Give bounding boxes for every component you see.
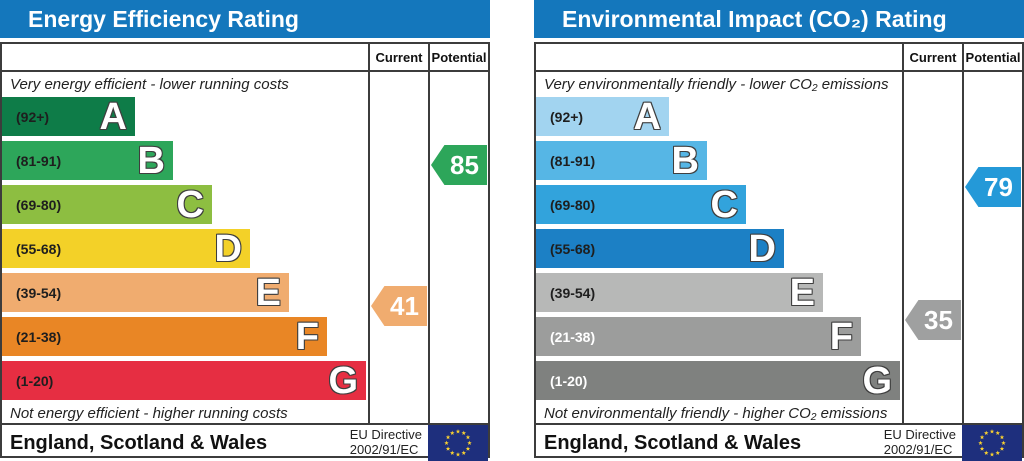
band-d: (55-68) D: [536, 229, 784, 268]
current-column-header: Current: [902, 44, 962, 70]
potential-column-header: Potential: [428, 44, 488, 70]
eu-directive-label: EU Directive 2002/91/EC: [349, 427, 422, 457]
bottom-note: Not energy efficient - higher running co…: [10, 405, 288, 422]
current-score-column: 35: [902, 72, 962, 423]
footer-row: England, Scotland & Wales EU Directive 2…: [536, 423, 1022, 461]
band-c: (69-80) C: [2, 185, 212, 224]
potential-rating-value: 79: [984, 171, 1013, 202]
eu-flag-icon: [428, 425, 488, 461]
potential-rating-arrow: 79: [965, 167, 1021, 207]
band-d: (55-68) D: [2, 229, 250, 268]
potential-score-column: 85: [428, 72, 488, 423]
band-b: (81-91) B: [2, 141, 173, 180]
band-a: (92+) A: [536, 97, 669, 136]
band-a: (92+) A: [2, 97, 135, 136]
band-range-label: (69-80): [16, 196, 62, 213]
potential-rating-value: 85: [450, 149, 479, 180]
energy-efficiency-panel: Energy Efficiency Rating Current Potenti…: [0, 0, 490, 461]
eu-flag-icon: [962, 425, 1022, 461]
band-letter: B: [137, 139, 165, 182]
band-letter: C: [176, 183, 204, 226]
potential-score-column: 79: [962, 72, 1022, 423]
footer-row: England, Scotland & Wales EU Directive 2…: [2, 423, 488, 461]
column-header-row: Current Potential: [2, 44, 488, 72]
band-range-label: (81-91): [16, 152, 62, 169]
band-b: (81-91) B: [536, 141, 707, 180]
band-range-label: (69-80): [550, 196, 596, 213]
band-letter: F: [295, 315, 319, 358]
band-range-label: (55-68): [16, 240, 62, 257]
band-letter: F: [829, 315, 853, 358]
current-rating-arrow: 35: [905, 300, 961, 340]
band-letter: D: [748, 227, 776, 270]
band-letter: G: [328, 359, 358, 402]
band-letter: D: [214, 227, 242, 270]
chart-body: Very environmentally friendly - lower CO…: [536, 72, 1022, 423]
band-range-label: (55-68): [550, 240, 596, 257]
band-g: (1-20) G: [536, 361, 900, 400]
band-range-label: (92+): [16, 108, 50, 125]
band-range-label: (39-54): [550, 284, 596, 301]
current-rating-value: 35: [924, 304, 953, 335]
band-letter: E: [255, 271, 281, 314]
band-range-label: (21-38): [550, 328, 596, 345]
region-label: England, Scotland & Wales: [10, 431, 268, 454]
band-letter: A: [99, 95, 127, 138]
band-range-label: (39-54): [16, 284, 62, 301]
top-note: Very energy efficient - lower running co…: [10, 76, 289, 93]
rating-table: Current Potential Very energy efficient …: [0, 42, 490, 461]
band-letter: G: [862, 359, 892, 402]
region-label: England, Scotland & Wales: [544, 431, 802, 454]
band-e: (39-54) E: [536, 273, 823, 312]
current-column-header: Current: [368, 44, 428, 70]
environmental-impact-panel: Environmental Impact (CO₂) Rating Curren…: [534, 0, 1024, 461]
band-range-label: (92+): [550, 108, 584, 125]
current-score-column: 41: [368, 72, 428, 423]
band-letter: E: [789, 271, 815, 314]
chart-body: Very energy efficient - lower running co…: [2, 72, 488, 423]
band-range-label: (81-91): [550, 152, 596, 169]
band-range-label: (1-20): [16, 372, 54, 389]
band-letter: C: [710, 183, 738, 226]
band-letter: A: [633, 95, 661, 138]
bands-column: Very environmentally friendly - lower CO…: [536, 72, 902, 423]
header-spacer-cell: [2, 44, 368, 70]
eu-directive-label: EU Directive 2002/91/EC: [883, 427, 956, 457]
bottom-note: Not environmentally friendly - higher CO…: [544, 405, 888, 422]
band-f: (21-38) F: [2, 317, 327, 356]
bands-column: Very energy efficient - lower running co…: [2, 72, 368, 423]
band-c: (69-80) C: [536, 185, 746, 224]
panel-title: Environmental Impact (CO₂) Rating: [534, 0, 1024, 38]
current-rating-arrow: 41: [371, 286, 427, 326]
column-header-row: Current Potential: [536, 44, 1022, 72]
potential-column-header: Potential: [962, 44, 1022, 70]
band-range-label: (21-38): [16, 328, 62, 345]
band-e: (39-54) E: [2, 273, 289, 312]
band-f: (21-38) F: [536, 317, 861, 356]
rating-table: Current Potential Very environmentally f…: [534, 42, 1024, 461]
header-spacer-cell: [536, 44, 902, 70]
potential-rating-arrow: 85: [431, 145, 487, 185]
panel-title: Energy Efficiency Rating: [0, 0, 490, 38]
top-note: Very environmentally friendly - lower CO…: [544, 76, 889, 93]
current-rating-value: 41: [390, 290, 419, 321]
band-range-label: (1-20): [550, 372, 588, 389]
band-g: (1-20) G: [2, 361, 366, 400]
band-letter: B: [671, 139, 699, 182]
